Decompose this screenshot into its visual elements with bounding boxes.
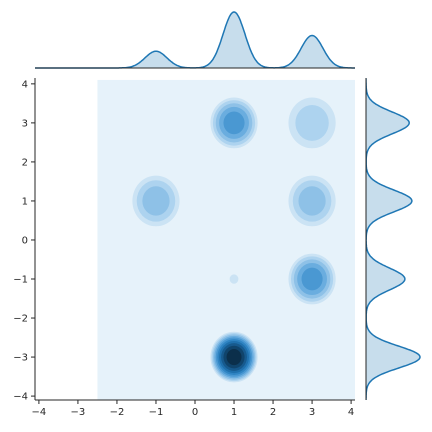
marginal-y-density [366,78,421,400]
marginal-x-fill [35,12,355,68]
x-tick-label: 3 [309,407,315,418]
y-tick-label: −4 [13,392,28,403]
density-peak [229,274,239,284]
density-peak [288,175,336,227]
y-tick-label: −3 [13,353,28,364]
density-level [229,274,239,284]
x-tick-label: 4 [348,407,354,418]
y-tick-label: −1 [13,275,28,286]
marginal-y-fill [366,78,420,400]
density-level [298,186,326,216]
density-peak [288,97,336,149]
marginal-x-density [35,11,355,69]
density-level [142,186,170,216]
density-level [301,267,323,291]
y-tick-label: −2 [13,314,28,325]
density-contours [97,79,355,400]
density-peak [132,175,180,227]
x-tick-label: −4 [32,407,47,418]
x-axis-ticks: −4 −3 −2 −1 0 1 2 3 4 [32,400,354,418]
y-axis-ticks: −4 −3 −2 −1 0 1 2 3 4 [13,79,35,403]
density-peak [288,253,336,305]
x-tick-label: 1 [231,407,237,418]
density-level [226,349,242,366]
density-level [295,104,329,141]
y-tick-label: 1 [22,196,28,207]
y-tick-label: 2 [22,157,28,168]
y-tick-label: 4 [22,79,28,90]
density-peak [210,97,258,149]
x-tick-label: 0 [192,407,198,418]
y-tick-label: 0 [22,235,28,246]
density-level [223,111,245,135]
y-tick-label: 3 [22,118,28,129]
density-peak [210,331,258,383]
x-tick-label: −3 [71,407,86,418]
x-tick-label: −1 [149,407,164,418]
x-tick-label: −2 [110,407,125,418]
x-tick-label: 2 [270,407,276,418]
joint-plot-area: −4 −3 −2 −1 0 1 2 3 4 −4 −3 −2 −1 0 1 2 3 4 [13,78,355,418]
